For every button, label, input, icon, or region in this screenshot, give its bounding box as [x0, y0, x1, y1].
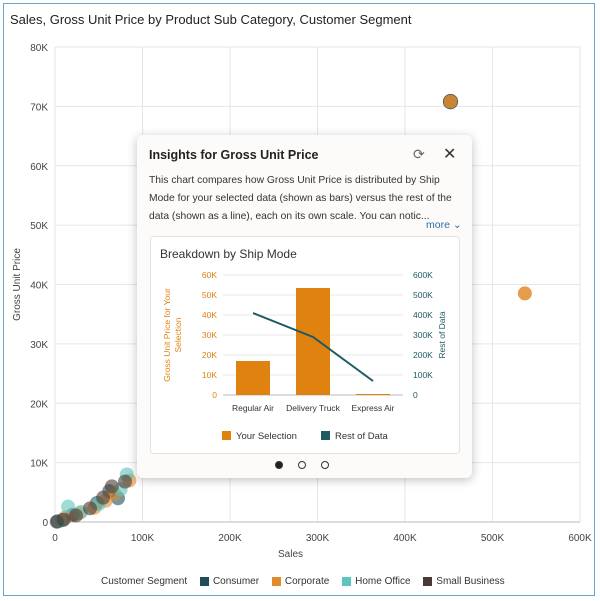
- inner-y2-tick: 100K: [413, 370, 433, 380]
- scatter-point: [83, 501, 97, 516]
- legend: Customer Segment Consumer Corporate Home…: [101, 576, 505, 587]
- inner-x-tick: Express Air: [352, 403, 395, 413]
- inner-y-label-2: Selection: [173, 317, 183, 352]
- scatter-point: [56, 512, 71, 527]
- inner-y2-tick: 600K: [413, 270, 433, 280]
- legend-title: Customer Segment: [101, 576, 188, 587]
- x-tick-label: 400K: [393, 533, 417, 544]
- insights-popup: Insights for Gross Unit Price ⟳ ✕ This c…: [137, 135, 472, 478]
- y-tick-label: 10K: [30, 459, 48, 470]
- inner-y-tick: 20K: [202, 350, 217, 360]
- breakdown-title: Breakdown by Ship Mode: [160, 247, 297, 261]
- inner-y-label-1: Gross Unit Price for Your: [162, 288, 172, 382]
- x-tick-label: 200K: [218, 533, 242, 544]
- legend-consumer[interactable]: Consumer: [212, 576, 260, 587]
- scatter-point: [118, 474, 132, 489]
- y-tick-label: 30K: [30, 340, 48, 351]
- y-tick-label: 60K: [30, 162, 48, 173]
- chart-title: Sales, Gross Unit Price by Product Sub C…: [10, 12, 412, 27]
- y-tick-label: 20K: [30, 399, 48, 410]
- inner-legend-selection: Your Selection: [236, 431, 297, 442]
- inner-x-tick: Delivery Truck: [286, 403, 341, 413]
- breakdown-card: Breakdown by Ship Mode 0 0 10K 100K 20K 200K 3…: [150, 236, 460, 454]
- breakdown-chart: 0 0 10K 100K 20K 200K 30K 300K 40K 400K 50K 500K 60K…: [162, 270, 447, 442]
- y-axis-label: Gross Unit Price: [12, 248, 23, 321]
- insights-title: Insights for Gross Unit Price: [149, 148, 319, 162]
- x-axis-label: Sales: [278, 549, 303, 560]
- y-tick-label: 70K: [30, 102, 48, 113]
- x-tick-label: 100K: [131, 533, 155, 544]
- inner-y2-tick: 400K: [413, 310, 433, 320]
- legend-home-office[interactable]: Home Office: [355, 576, 411, 587]
- y-tick-label: 50K: [30, 221, 48, 232]
- legend-swatch-corporate: [271, 577, 281, 586]
- inner-legend-rest: Rest of Data: [335, 431, 389, 442]
- legend-swatch-home-office: [342, 577, 352, 586]
- more-label: more: [426, 219, 450, 231]
- y-tick-label: 40K: [30, 281, 48, 292]
- page-dot-1[interactable]: [275, 461, 283, 469]
- page-dot-2[interactable]: [298, 461, 306, 469]
- inner-y2-label: Rest of Data: [437, 311, 447, 359]
- inner-y-tick: 30K: [202, 330, 217, 340]
- legend-small-business[interactable]: Small Business: [436, 576, 505, 587]
- insights-description: This chart compares how Gross Unit Price…: [149, 175, 452, 222]
- scatter-point: [517, 286, 532, 301]
- inner-y-tick: 50K: [202, 290, 217, 300]
- inner-y-tick: 60K: [202, 270, 217, 280]
- inner-bar: [236, 361, 270, 395]
- inner-y2-tick: 300K: [413, 330, 433, 340]
- close-icon[interactable]: ✕: [443, 146, 457, 163]
- inner-y2-tick: 500K: [413, 290, 433, 300]
- refresh-icon[interactable]: ⟳: [413, 146, 425, 162]
- x-tick-label: 500K: [481, 533, 505, 544]
- y-tick-label: 80K: [30, 43, 48, 54]
- more-link[interactable]: more ⌄: [426, 219, 462, 231]
- inner-y-tick: 0: [212, 390, 217, 400]
- scatter-point: [104, 479, 119, 494]
- scatter-point: [69, 508, 83, 523]
- inner-bar: [356, 394, 390, 395]
- inner-x-tick: Regular Air: [232, 403, 274, 413]
- inner-y2-tick: 200K: [413, 350, 433, 360]
- inner-y-tick: 40K: [202, 310, 217, 320]
- page-dot-3[interactable]: [321, 461, 329, 469]
- inner-legend-swatch: [321, 431, 330, 440]
- inner-bar: [296, 288, 330, 395]
- y-tick-label: 0: [42, 518, 48, 529]
- scatter-point: [96, 490, 111, 505]
- x-tick-label: 0: [52, 533, 58, 544]
- inner-legend-swatch: [222, 431, 231, 440]
- x-tick-label: 600K: [568, 533, 592, 544]
- legend-swatch-consumer: [199, 577, 209, 586]
- chevron-down-icon: ⌄: [452, 219, 462, 231]
- x-tick-label: 300K: [306, 533, 330, 544]
- inner-y-tick: 10K: [202, 370, 217, 380]
- scatter-point: [443, 94, 458, 109]
- inner-line: [252, 312, 374, 382]
- legend-swatch-small-business: [423, 577, 433, 586]
- inner-y2-tick: 0: [413, 390, 418, 400]
- legend-corporate[interactable]: Corporate: [284, 576, 330, 587]
